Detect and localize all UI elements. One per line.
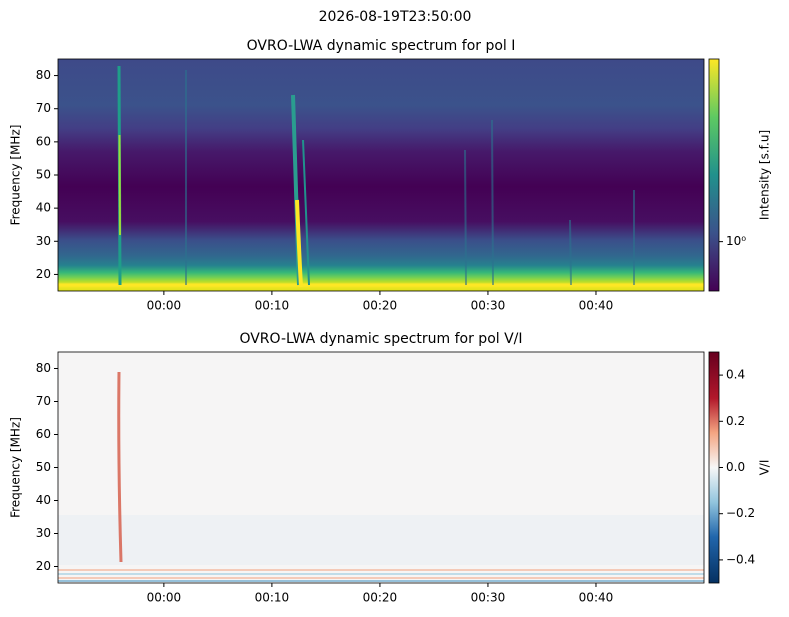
y-tick-label: 50 <box>36 168 51 182</box>
y-tick-label: 20 <box>36 559 51 573</box>
y-axis-label: Frequency [MHz] <box>9 417 23 518</box>
colorbar-label: V/I <box>758 460 772 476</box>
colorbar <box>708 58 720 292</box>
y-tick-label: 60 <box>36 427 51 441</box>
colorbar-tick-label: 0.2 <box>726 414 745 428</box>
spectrum-image-vi <box>58 352 704 583</box>
y-tick-label: 70 <box>36 101 51 115</box>
y-tick-label: 30 <box>36 526 51 540</box>
x-tick-label: 00:40 <box>579 591 614 605</box>
axes-title: OVRO-LWA dynamic spectrum for pol I <box>247 38 516 54</box>
x-tick-label: 00:30 <box>471 591 506 605</box>
y-tick-label: 60 <box>36 134 51 148</box>
x-tick-label: 00:10 <box>255 299 290 313</box>
colorbar-label: Intensity [s.f.u] <box>758 130 772 220</box>
y-tick-label: 40 <box>36 493 51 507</box>
x-tick-label: 00:00 <box>147 299 182 313</box>
y-tick-label: 40 <box>36 201 51 215</box>
y-tick-label: 30 <box>36 234 51 248</box>
x-tick-label: 00:00 <box>147 591 182 605</box>
x-tick-label: 00:20 <box>363 299 398 313</box>
x-tick-label: 00:40 <box>579 299 614 313</box>
colorbar-tick-label: 0.4 <box>726 368 745 382</box>
y-tick-label: 80 <box>36 361 51 375</box>
x-tick-label: 00:20 <box>363 591 398 605</box>
colorbar-tick-label: −0.2 <box>726 506 755 520</box>
axes-title: OVRO-LWA dynamic spectrum for pol V/I <box>239 331 522 347</box>
colorbar-tick-label: 0.0 <box>726 460 745 474</box>
y-axis-label: Frequency [MHz] <box>9 125 23 226</box>
colorbar <box>708 351 720 584</box>
y-tick-label: 20 <box>36 267 51 281</box>
y-tick-label: 70 <box>36 394 51 408</box>
y-tick-label: 50 <box>36 460 51 474</box>
colorbar-tick-label: −0.4 <box>726 552 755 566</box>
x-tick-label: 00:30 <box>471 299 506 313</box>
spectrum-image-i <box>58 59 704 291</box>
colorbar-tick-label: 10⁰ <box>726 234 746 248</box>
y-tick-label: 80 <box>36 68 51 82</box>
x-tick-label: 00:10 <box>255 591 290 605</box>
figure-title: 2026-08-19T23:50:00 <box>319 9 472 25</box>
